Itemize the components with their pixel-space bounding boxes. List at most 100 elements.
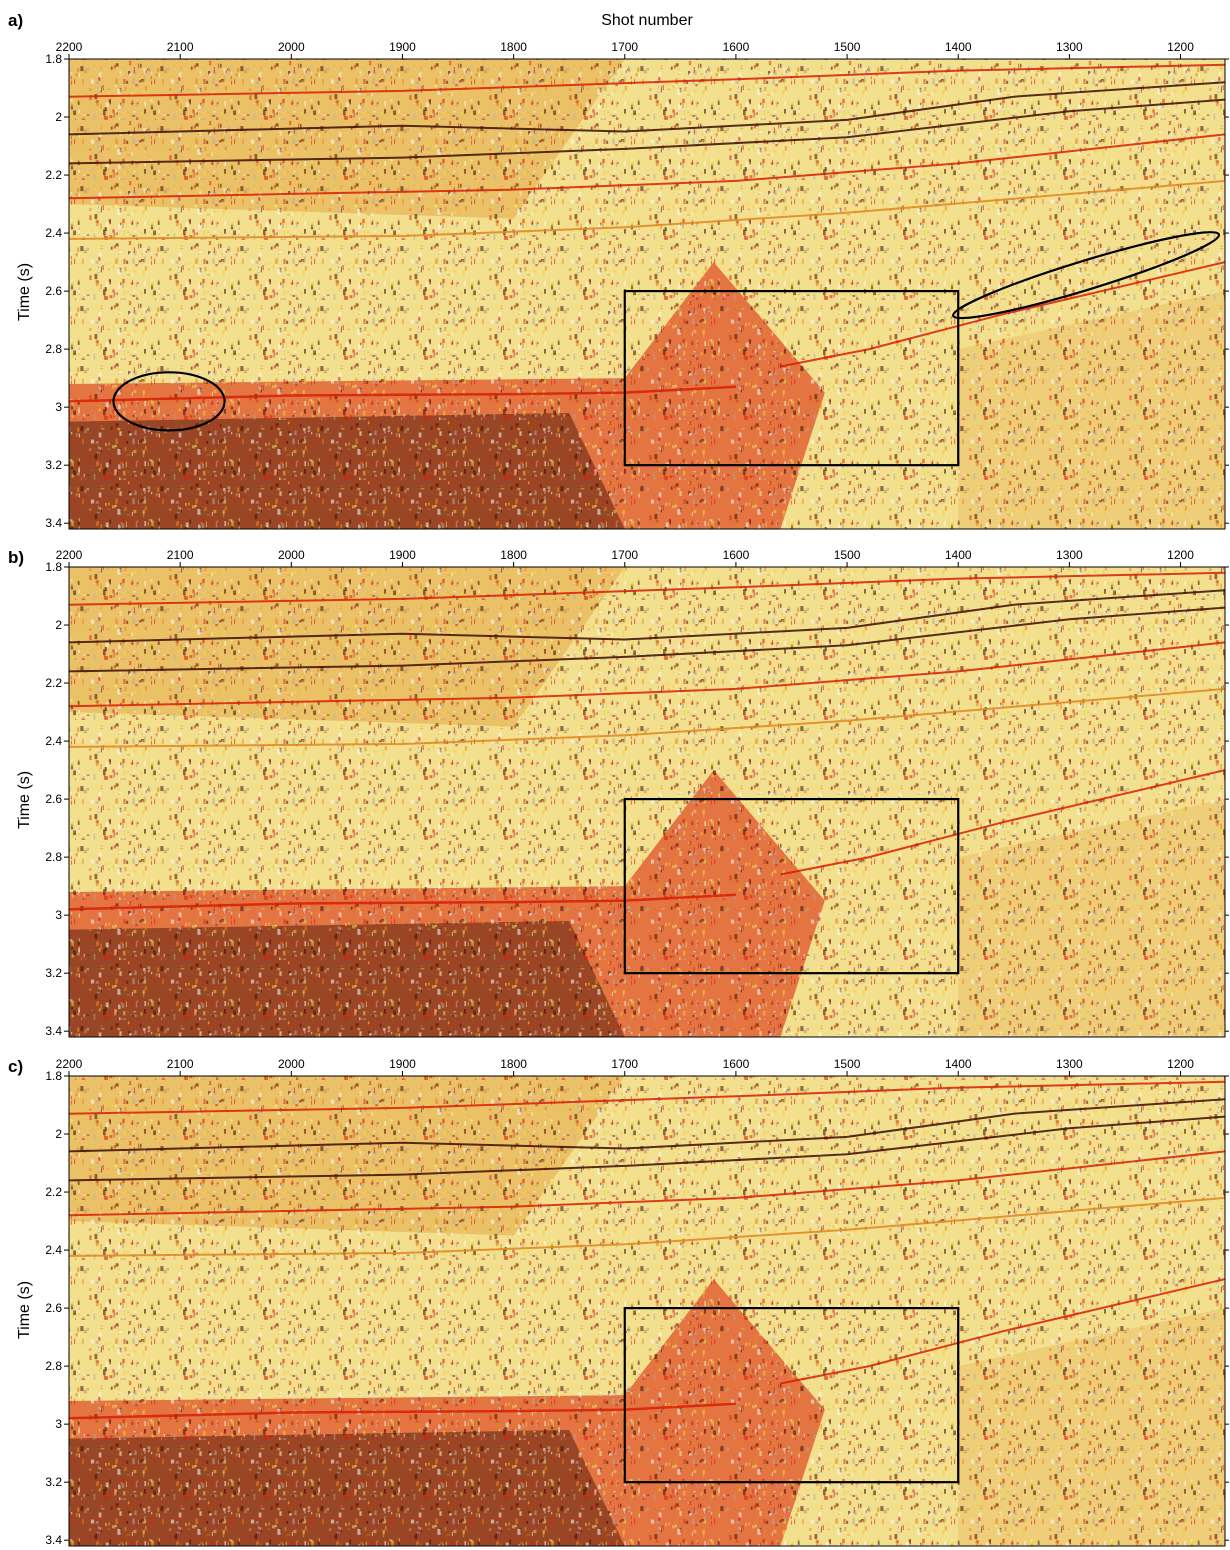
x-tick-label: 1700 (611, 1057, 638, 1071)
x-tick-label: 1900 (389, 548, 416, 562)
y-tick-label: 3.4 (45, 1533, 62, 1547)
highlight-ellipse (952, 231, 1221, 320)
amplitude-noise (69, 59, 1225, 529)
y-tick-label: 2.4 (45, 1243, 62, 1257)
seismic-section (69, 1076, 1225, 1546)
x-tick-label: 1500 (834, 40, 861, 54)
y-tick-label: 2.8 (45, 1359, 62, 1373)
panel-b: b) Time (s) 2200 2100 2000 1900 1800 1700 1600… (8, 548, 1229, 1038)
x-tick-label: 1600 (723, 548, 750, 562)
y-tick-label: 3.2 (45, 458, 62, 472)
y-tick-label: 2.6 (45, 792, 62, 806)
reflector-line (780, 769, 1225, 876)
reflector-line (69, 571, 1225, 606)
x-tick-label: 1600 (723, 1057, 750, 1071)
y-tick-label: 1.8 (45, 1069, 62, 1083)
reflector-line (69, 1150, 1225, 1217)
y-tick-label: 3 (55, 400, 62, 414)
panel-c: c) Time (s) 2200 2100 2000 1900 1800 1700 1600… (8, 1057, 1229, 1547)
y-axis-title: Time (s) (16, 771, 33, 829)
x-tick-label: 2200 (56, 1057, 83, 1071)
y-axis-title: Time (s) (16, 263, 33, 321)
reflector-line (69, 641, 1225, 708)
y-tick-label: 3.2 (45, 1475, 62, 1489)
reflector-line (69, 893, 736, 911)
amplitude-noise (69, 1076, 1225, 1546)
x-tick-label: 2000 (278, 548, 305, 562)
y-tick-label: 2.6 (45, 284, 62, 298)
x-tick-label: 1200 (1167, 548, 1194, 562)
reflector-line (69, 606, 1225, 673)
reflector-line (69, 81, 1225, 136)
x-tick-label: 1800 (500, 1057, 527, 1071)
x-tick-label: 1400 (945, 548, 972, 562)
y-tick-label: 2 (55, 618, 62, 632)
reflector-line (69, 687, 1225, 748)
highlight-box (623, 1306, 960, 1484)
reflector-line (69, 133, 1225, 200)
highlight-box (623, 797, 960, 975)
x-tick-label: 1300 (1056, 1057, 1083, 1071)
x-tick-label: 2000 (278, 40, 305, 54)
x-tick-label: 1900 (389, 1057, 416, 1071)
reflector-line (69, 385, 736, 403)
x-tick-label: 1700 (611, 548, 638, 562)
x-tick-label: 2200 (56, 548, 83, 562)
x-tick-label: 1900 (389, 40, 416, 54)
x-tick-label: 1300 (1056, 40, 1083, 54)
x-tick-label: 2100 (167, 1057, 194, 1071)
y-tick-label: 1.8 (45, 52, 62, 66)
reflector-line (780, 261, 1225, 368)
x-tick-label: 1600 (723, 40, 750, 54)
reflector-line (69, 1196, 1225, 1257)
panel-label: a) (8, 11, 23, 30)
y-tick-label: 2.2 (45, 676, 62, 690)
plot-frame (68, 1075, 1226, 1547)
highlight-ellipse (112, 371, 226, 432)
plot-frame (68, 566, 1226, 1038)
y-tick-label: 2.8 (45, 342, 62, 356)
y-tick-label: 3.4 (45, 1024, 62, 1038)
y-tick-label: 1.8 (45, 560, 62, 574)
y-tick-label: 2 (55, 1127, 62, 1141)
panel-a: a) Time (s) 2200 2100 2000 1900 1800 1700 1600… (8, 11, 1229, 530)
reflector-line (69, 1080, 1225, 1115)
x-tick-label: 1200 (1167, 40, 1194, 54)
seismic-section (69, 567, 1225, 1037)
reflector-line (69, 1402, 736, 1420)
reflector-line (69, 1098, 1225, 1153)
x-tick-label: 1800 (500, 40, 527, 54)
y-tick-label: 2.2 (45, 1185, 62, 1199)
highlight-box (623, 289, 960, 467)
reflector-line (69, 63, 1225, 98)
y-tick-label: 2 (55, 110, 62, 124)
y-tick-label: 2.4 (45, 226, 62, 240)
x-tick-label: 1400 (945, 40, 972, 54)
x-tick-label: 1500 (834, 1057, 861, 1071)
y-tick-label: 2.2 (45, 168, 62, 182)
panel-label: c) (8, 1057, 23, 1076)
x-tick-label: 1400 (945, 1057, 972, 1071)
reflector-line (69, 589, 1225, 644)
panel-label: b) (8, 548, 24, 567)
reflector-line (780, 1278, 1225, 1385)
y-tick-label: 3 (55, 1417, 62, 1431)
reflector-line (69, 1115, 1225, 1182)
x-tick-label: 1500 (834, 548, 861, 562)
reflector-line (69, 179, 1225, 240)
plot-frame (68, 58, 1226, 530)
seismic-section (69, 59, 1225, 529)
x-tick-label: 2000 (278, 1057, 305, 1071)
y-tick-label: 2.8 (45, 850, 62, 864)
y-tick-label: 3.2 (45, 966, 62, 980)
y-tick-label: 2.6 (45, 1301, 62, 1315)
x-axis-title: Shot number (601, 12, 693, 29)
x-tick-label: 1800 (500, 548, 527, 562)
x-tick-label: 2100 (167, 40, 194, 54)
x-tick-label: 1700 (611, 40, 638, 54)
x-tick-label: 2100 (167, 548, 194, 562)
y-tick-label: 3.4 (45, 516, 62, 530)
x-tick-label: 1300 (1056, 548, 1083, 562)
x-tick-label: 1200 (1167, 1057, 1194, 1071)
